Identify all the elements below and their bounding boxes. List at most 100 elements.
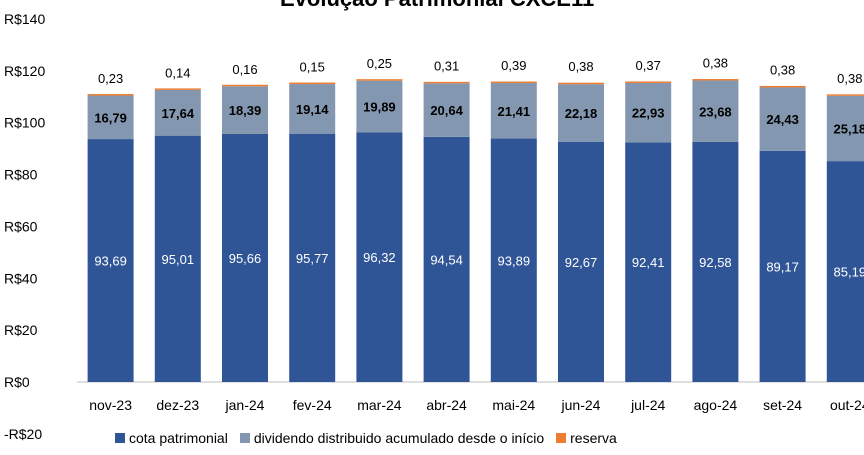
data-label-reserva: 0,37 <box>636 58 661 73</box>
data-label-cota: 96,32 <box>363 250 396 265</box>
bar-dividendo <box>154 89 201 136</box>
data-label-dividendo: 21,41 <box>498 104 531 119</box>
data-label-cota: 93,69 <box>94 254 127 269</box>
y-tick-label: R$80 <box>4 167 38 183</box>
data-label-reserva: 0,31 <box>434 59 459 74</box>
bar-cota <box>87 139 134 382</box>
bar-dividendo <box>222 86 268 134</box>
bar-reserva <box>625 81 672 83</box>
bar-cota <box>356 132 403 382</box>
x-tick-label: ago-24 <box>694 397 738 413</box>
bar-dividendo <box>625 82 672 143</box>
y-tick-label: R$20 <box>4 322 38 338</box>
x-tick-label: mai-24 <box>492 397 535 413</box>
bar-reserva <box>558 82 604 85</box>
bar-reserva <box>222 84 268 87</box>
x-tick-label: mar-24 <box>357 397 402 413</box>
y-tick-label: R$60 <box>4 218 38 234</box>
data-label-reserva: 0,14 <box>165 66 190 81</box>
bar-dividendo <box>356 80 403 133</box>
data-label-cota: 95,77 <box>296 251 329 266</box>
legend-label-cota: cota patrimonial <box>129 430 228 446</box>
data-label-reserva: 0,23 <box>98 71 123 86</box>
legend-label-dividendo: dividendo distribuido acumulado desde o … <box>253 430 545 446</box>
bar-reserva <box>692 79 739 81</box>
data-label-dividendo: 19,14 <box>296 102 329 117</box>
data-label-cota: 94,54 <box>430 252 463 267</box>
bar-reserva <box>356 79 403 81</box>
data-label-dividendo: 22,18 <box>565 106 598 121</box>
bar-dividendo <box>87 95 134 140</box>
legend-label-reserva: reserva <box>570 430 617 446</box>
data-label-dividendo: 18,39 <box>229 103 262 118</box>
data-label-cota: 92,67 <box>565 255 598 270</box>
data-label-dividendo: 24,43 <box>766 112 799 127</box>
y-tick-label: R$0 <box>4 374 30 390</box>
data-label-cota: 89,17 <box>766 259 799 274</box>
bar-dividendo <box>289 84 336 134</box>
data-label-dividendo: 25,18 <box>834 121 864 136</box>
legend-swatch-cota <box>115 433 125 443</box>
bar-cota <box>490 138 537 382</box>
data-label-reserva: 0,38 <box>568 59 593 74</box>
data-label-dividendo: 20,64 <box>430 103 463 118</box>
data-label-reserva: 0,25 <box>367 56 392 71</box>
data-label-cota: 92,41 <box>632 255 665 270</box>
data-label-cota: 85,19 <box>834 265 864 280</box>
x-tick-label: jul-24 <box>630 397 665 413</box>
data-label-reserva: 0,39 <box>501 58 526 73</box>
data-label-reserva: 0,16 <box>232 62 257 77</box>
bar-cota <box>826 161 864 382</box>
data-label-dividendo: 23,68 <box>699 104 732 119</box>
data-label-cota: 92,58 <box>699 255 732 270</box>
bar-cota <box>222 133 268 382</box>
x-tick-label: abr-24 <box>426 397 467 413</box>
x-tick-label: nov-23 <box>89 397 132 413</box>
x-tick-label: jun-24 <box>561 397 601 413</box>
x-tick-label: out-24 <box>830 397 864 413</box>
chart-legend: cota patrimonial dividendo distribuido a… <box>115 430 617 446</box>
bar-cota <box>625 142 672 382</box>
y-tick-label: -R$20 <box>4 426 42 442</box>
y-tick-label: R$100 <box>4 115 45 131</box>
data-label-dividendo: 17,64 <box>162 106 195 121</box>
legend-item-reserva: reserva <box>556 430 617 446</box>
bar-cota <box>692 141 739 382</box>
legend-item-cota: cota patrimonial <box>115 430 228 446</box>
data-label-dividendo: 16,79 <box>94 110 127 125</box>
y-tick-label: R$120 <box>4 63 45 79</box>
x-tick-label: dez-23 <box>156 397 199 413</box>
x-tick-label: set-24 <box>763 397 802 413</box>
bar-reserva <box>289 82 336 85</box>
bar-reserva <box>87 94 134 96</box>
legend-swatch-dividendo <box>239 433 250 443</box>
bar-cota <box>423 136 470 382</box>
bar-reserva <box>759 85 806 88</box>
bar-dividendo <box>558 84 604 142</box>
bar-reserva <box>154 88 201 90</box>
bar-dividendo <box>692 80 739 142</box>
data-label-cota: 95,01 <box>162 252 195 267</box>
data-label-dividendo: 19,89 <box>363 99 396 114</box>
bar-dividendo <box>826 95 864 162</box>
data-label-reserva: 0,15 <box>300 60 325 75</box>
bar-cota <box>289 133 336 382</box>
x-tick-label: jan-24 <box>225 397 265 413</box>
bar-dividendo <box>759 87 806 151</box>
bar-dividendo <box>490 83 537 139</box>
chart-title: Evolução Patrimonial CXCE11 <box>280 0 594 12</box>
bar-cota <box>154 135 201 382</box>
data-label-reserva: 0,38 <box>770 62 795 77</box>
data-label-cota: 93,89 <box>498 253 531 268</box>
legend-item-dividendo: dividendo distribuido acumulado desde o … <box>239 430 545 446</box>
legend-swatch-reserva <box>556 433 567 443</box>
data-label-cota: 95,66 <box>229 251 262 266</box>
bar-reserva <box>423 81 470 84</box>
bar-dividendo <box>423 83 470 137</box>
data-label-dividendo: 22,93 <box>632 106 665 121</box>
data-label-reserva: 0,38 <box>837 71 862 86</box>
x-tick-label: fev-24 <box>293 397 332 413</box>
data-label-reserva: 0,38 <box>703 56 728 71</box>
